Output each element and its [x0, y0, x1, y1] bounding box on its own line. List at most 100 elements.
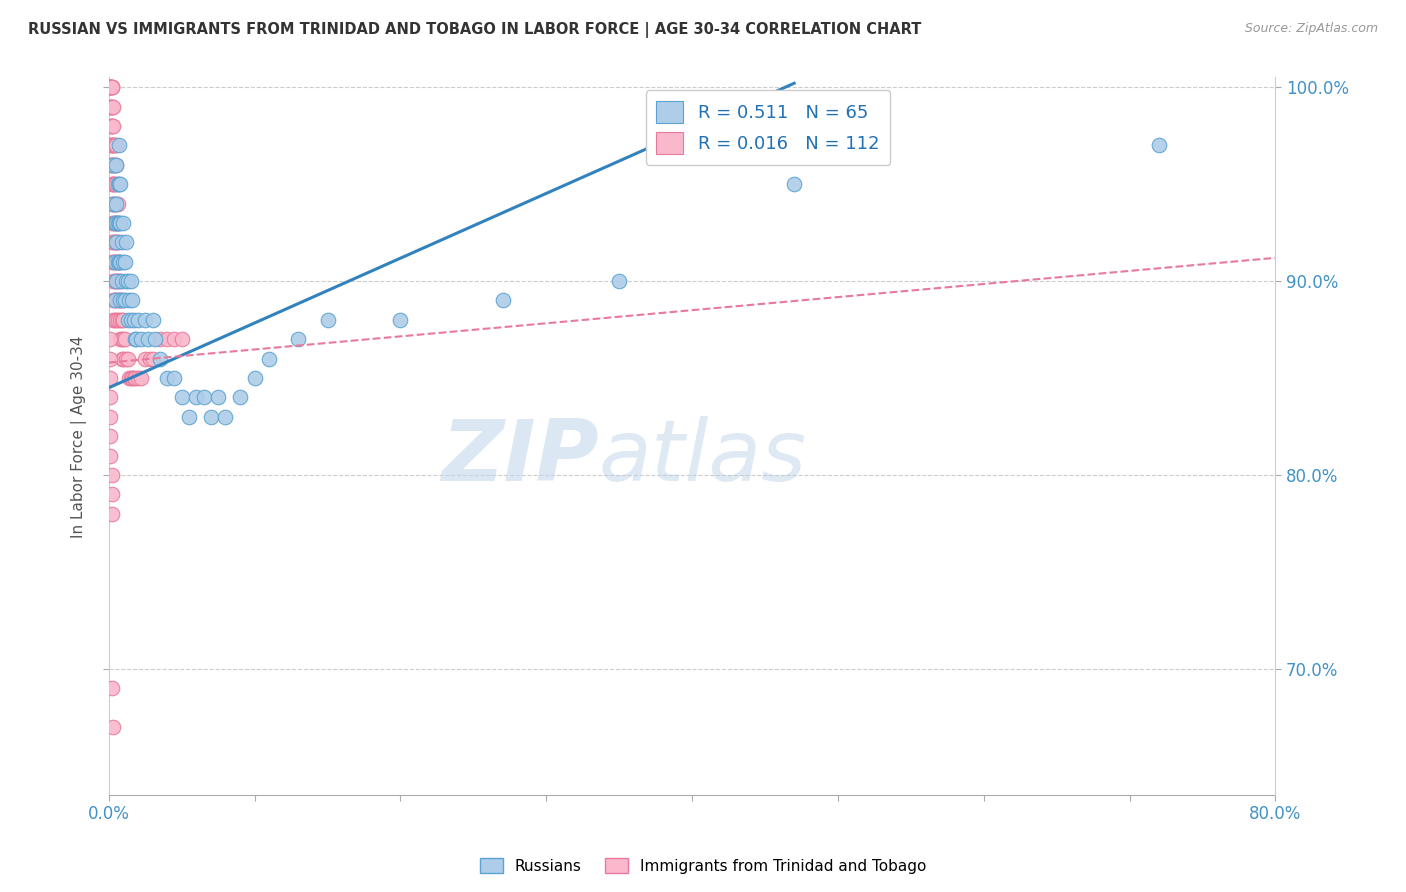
Legend: Russians, Immigrants from Trinidad and Tobago: Russians, Immigrants from Trinidad and T…	[474, 852, 932, 880]
Point	[112, 293, 135, 308]
Point	[101, 177, 124, 191]
Point	[105, 138, 128, 153]
Point	[104, 158, 127, 172]
Point	[105, 158, 128, 172]
Point	[98, 391, 121, 405]
Point	[101, 254, 124, 268]
Point	[491, 293, 513, 308]
Point	[100, 158, 122, 172]
Point	[105, 216, 128, 230]
Point	[105, 177, 128, 191]
Point	[101, 138, 124, 153]
Point	[316, 313, 339, 327]
Point	[156, 371, 179, 385]
Point	[114, 332, 136, 346]
Point	[117, 274, 139, 288]
Point	[98, 99, 121, 113]
Point	[125, 332, 148, 346]
Point	[141, 351, 163, 366]
Point	[108, 138, 131, 153]
Point	[110, 254, 132, 268]
Point	[100, 138, 122, 153]
Point	[163, 332, 186, 346]
Y-axis label: In Labor Force | Age 30-34: In Labor Force | Age 30-34	[72, 335, 87, 538]
Point	[111, 332, 134, 346]
Point	[114, 254, 136, 268]
Point	[110, 293, 132, 308]
Point	[121, 293, 143, 308]
Point	[100, 681, 122, 696]
Point	[98, 449, 121, 463]
Point	[177, 409, 200, 424]
Point	[101, 158, 124, 172]
Point	[104, 254, 127, 268]
Point	[98, 332, 121, 346]
Point	[101, 196, 124, 211]
Point	[107, 254, 129, 268]
Point	[110, 274, 132, 288]
Point	[105, 158, 128, 172]
Point	[127, 313, 149, 327]
Point	[120, 313, 142, 327]
Point	[101, 177, 124, 191]
Point	[101, 293, 124, 308]
Point	[107, 274, 129, 288]
Point	[104, 216, 127, 230]
Point	[98, 80, 121, 95]
Point	[118, 293, 141, 308]
Point	[107, 235, 129, 250]
Point	[107, 293, 129, 308]
Point	[107, 254, 129, 268]
Point	[257, 351, 280, 366]
Point	[100, 80, 122, 95]
Point	[105, 254, 128, 268]
Point	[783, 177, 806, 191]
Point	[122, 313, 145, 327]
Point	[101, 274, 124, 288]
Point	[100, 235, 122, 250]
Point	[120, 274, 142, 288]
Point	[134, 313, 156, 327]
Point	[112, 313, 135, 327]
Point	[107, 216, 129, 230]
Text: ZIP: ZIP	[441, 417, 599, 500]
Point	[134, 351, 156, 366]
Point	[149, 332, 172, 346]
Legend: R = 0.511   N = 65, R = 0.016   N = 112: R = 0.511 N = 65, R = 0.016 N = 112	[645, 90, 890, 165]
Point	[115, 235, 138, 250]
Point	[101, 99, 124, 113]
Point	[108, 293, 131, 308]
Point	[124, 332, 146, 346]
Point	[100, 158, 122, 172]
Point	[105, 196, 128, 211]
Point	[207, 391, 229, 405]
Point	[105, 293, 128, 308]
Point	[110, 177, 132, 191]
Point	[108, 216, 131, 230]
Point	[243, 371, 266, 385]
Point	[112, 332, 135, 346]
Point	[100, 254, 122, 268]
Point	[108, 274, 131, 288]
Point	[100, 80, 122, 95]
Point	[136, 332, 159, 346]
Point	[105, 235, 128, 250]
Text: Source: ZipAtlas.com: Source: ZipAtlas.com	[1244, 22, 1378, 36]
Point	[104, 274, 127, 288]
Point	[110, 293, 132, 308]
Point	[110, 313, 132, 327]
Point	[108, 177, 131, 191]
Point	[121, 371, 143, 385]
Point	[98, 351, 121, 366]
Point	[108, 254, 131, 268]
Point	[110, 332, 132, 346]
Point	[104, 254, 127, 268]
Point	[100, 99, 122, 113]
Point	[107, 313, 129, 327]
Point	[287, 332, 309, 346]
Point	[170, 332, 193, 346]
Point	[100, 216, 122, 230]
Point	[101, 216, 124, 230]
Point	[104, 235, 127, 250]
Point	[104, 216, 127, 230]
